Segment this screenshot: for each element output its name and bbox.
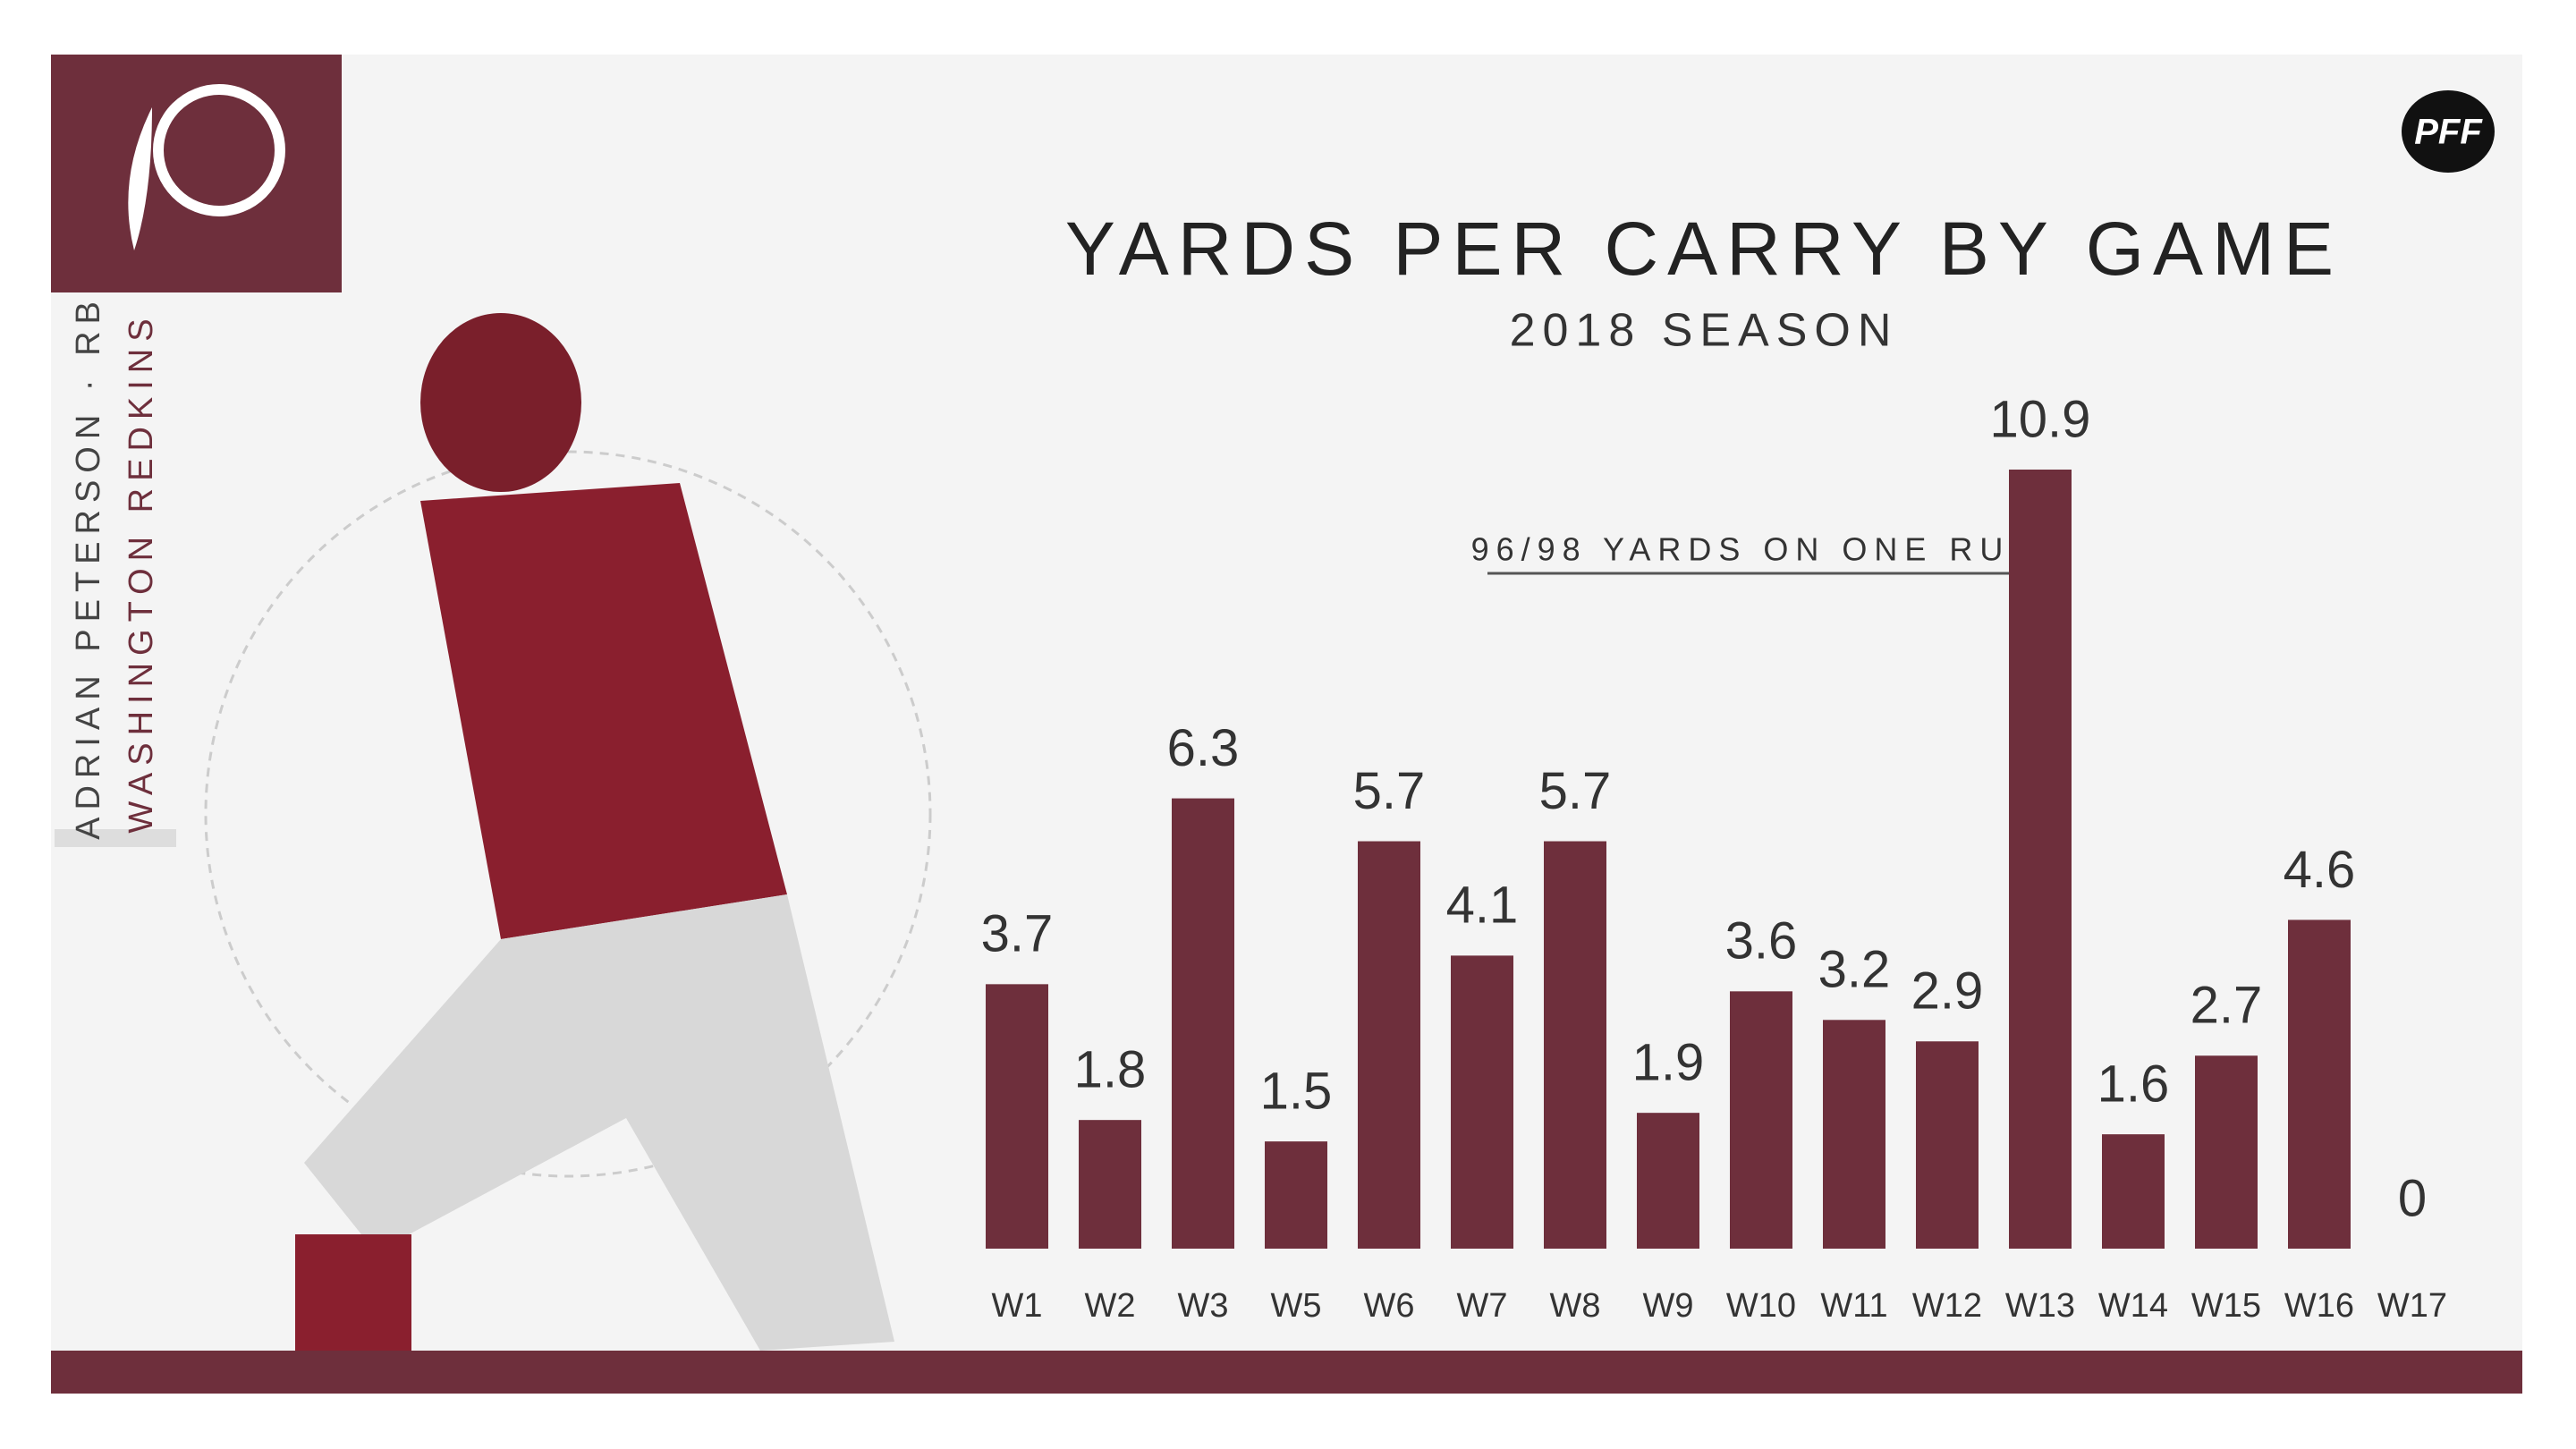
value-label: 1.5 (1260, 1062, 1333, 1120)
bar (1916, 1041, 1979, 1249)
value-label: 3.2 (1818, 941, 1891, 999)
bar (1079, 1120, 1141, 1249)
x-tick-label: W3 (1178, 1287, 1229, 1325)
value-label: 1.8 (1074, 1040, 1147, 1098)
pff-logo: PFF (2402, 90, 2495, 173)
bar (1172, 798, 1234, 1249)
value-label: 0 (2398, 1169, 2427, 1227)
bar (2288, 919, 2351, 1249)
bar (1637, 1113, 1699, 1249)
annotation: 96/98 YARDS ON ONE RUN (1471, 531, 2041, 568)
player-circle (204, 450, 932, 1178)
bar (1265, 1141, 1327, 1249)
value-label: 2.9 (1911, 962, 1984, 1021)
x-tick-label: W9 (1643, 1287, 1694, 1325)
sock (295, 1234, 411, 1351)
feather-icon (128, 107, 152, 250)
bar (986, 984, 1048, 1249)
x-tick-label: W1 (992, 1287, 1043, 1325)
x-tick-label: W14 (2098, 1287, 2168, 1325)
x-tick-label: W7 (1457, 1287, 1508, 1325)
pff-badge (2402, 90, 2495, 173)
x-tick-label: W5 (1271, 1287, 1322, 1325)
helmet (420, 313, 581, 492)
chart-title: YARDS PER CARRY BY GAME (1065, 207, 2343, 291)
chart-subtitle: 2018 SEASON (1510, 305, 1899, 357)
bar (2195, 1055, 2258, 1249)
bar (1823, 1020, 1885, 1249)
value-label: 10.9 (1990, 390, 2091, 448)
value-label: 3.6 (1725, 912, 1798, 970)
value-label: 1.6 (2097, 1055, 2170, 1113)
x-tick-label: W6 (1364, 1287, 1415, 1325)
value-label: 2.7 (2190, 977, 2263, 1035)
x-tick-label: W17 (2377, 1287, 2447, 1325)
bar (2102, 1134, 2165, 1249)
value-label: 4.1 (1446, 877, 1519, 935)
x-tick-label: W13 (2005, 1287, 2075, 1325)
x-tick-label: W15 (2191, 1287, 2261, 1325)
player-figure (295, 313, 894, 1351)
player-name: ADRIAN PETERSON · RB (70, 294, 107, 840)
bar (1358, 841, 1420, 1249)
side-divider (55, 829, 176, 847)
x-tick-label: W12 (1912, 1287, 1982, 1325)
bar (1544, 841, 1606, 1249)
x-tick-label: W8 (1550, 1287, 1601, 1325)
footer-bar (51, 1351, 2522, 1394)
jersey (420, 483, 787, 939)
bar (1730, 991, 1792, 1249)
value-label: 6.3 (1167, 719, 1240, 777)
team-logo (153, 84, 285, 216)
pants (304, 894, 894, 1351)
pff-text: PFF (2414, 113, 2483, 152)
x-tick-label: W10 (1726, 1287, 1796, 1325)
x-tick-label: W2 (1085, 1287, 1136, 1325)
x-tick-label: W11 (1820, 1287, 1887, 1325)
value-label: 4.6 (2284, 841, 2356, 899)
bar (1451, 955, 1513, 1249)
value-label: 5.7 (1539, 762, 1612, 820)
value-label: 3.7 (981, 905, 1054, 963)
value-label: 1.9 (1632, 1034, 1705, 1092)
bar (2009, 470, 2072, 1249)
team-name: WASHINGTON REDKINS (123, 311, 160, 833)
value-label: 5.7 (1353, 762, 1426, 820)
x-tick-label: W16 (2284, 1287, 2354, 1325)
